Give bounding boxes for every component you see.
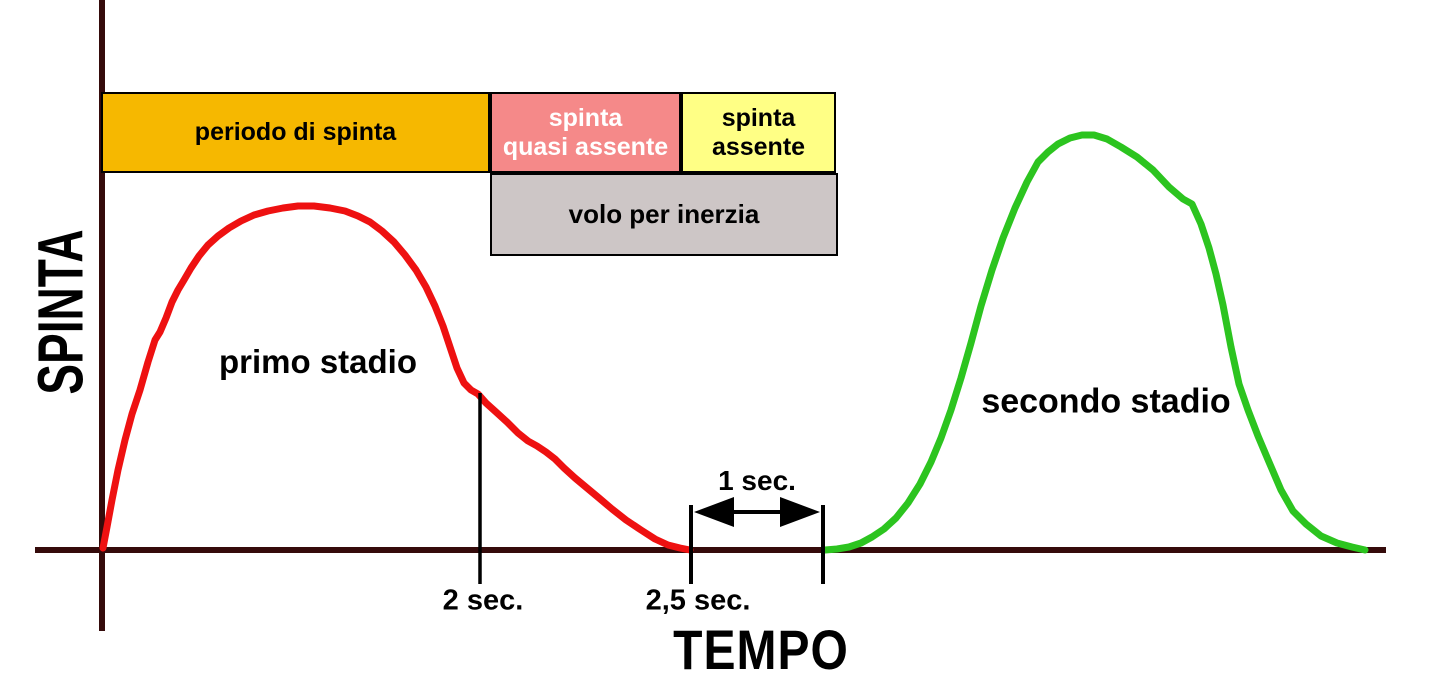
band-volo-per-inerzia: volo per inerzia [490,173,838,256]
curve-label-primo-stadio: primo stadio [218,343,418,380]
band-periodo-di-spinta: periodo di spinta [101,92,490,173]
first-stage-curve [99,202,694,554]
x-axis-label: TEMPO [673,620,849,682]
band-spinta-quasi-assente: spinta quasi assente [490,92,681,173]
band-label: periodo di spinta [194,118,397,146]
band-label-line: assente [711,132,806,161]
band-label-line: spinta [548,103,623,132]
tick-label-2sec: 2 sec. [442,584,524,617]
interval-arrow-left-head-icon [694,497,734,527]
band-label-line: spinta [721,103,796,132]
interval-label: 1 sec. [718,465,796,496]
band-spinta-assente: spinta assente [681,92,836,173]
curve-label-secondo-stadio: secondo stadio [981,382,1231,421]
band-label: volo per inerzia [568,199,760,230]
tick-label-2-5sec: 2,5 sec. [645,584,751,617]
band-label-line: quasi assente [502,132,669,161]
interval-arrow-right-head-icon [780,497,820,527]
second-stage-curve [821,131,1369,554]
y-axis-label: SPINTA [23,229,97,395]
